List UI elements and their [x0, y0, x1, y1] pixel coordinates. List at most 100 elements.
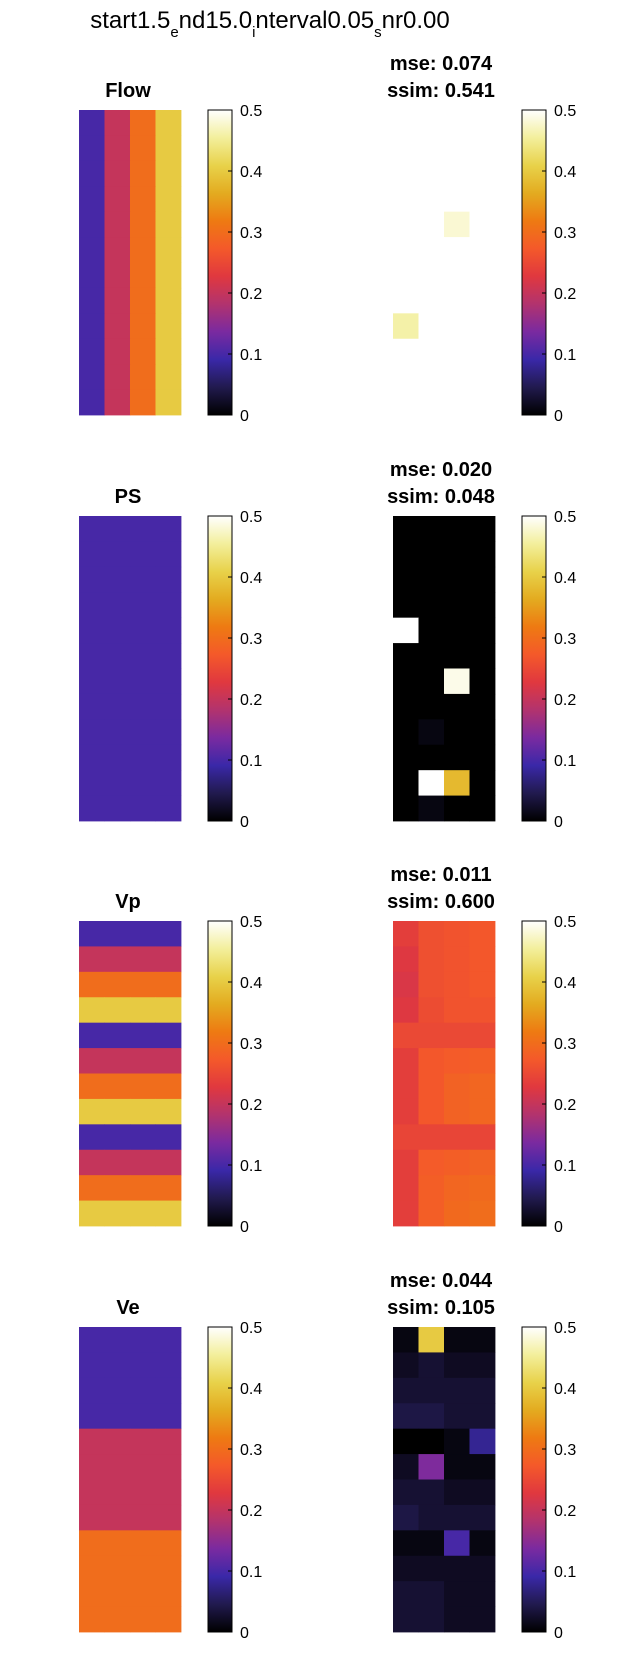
- heatmap-cell: [444, 1581, 470, 1607]
- heatmap-cell: [469, 1479, 496, 1506]
- heatmap-cell: [469, 668, 496, 695]
- heatmap-cell: [130, 364, 156, 390]
- heatmap-cell: [155, 1352, 182, 1379]
- heatmap-cell: [79, 1377, 105, 1404]
- colorbar-gradient: [521, 515, 547, 822]
- heatmap-cell: [393, 719, 419, 746]
- colorbar-tick-label: 0.2: [554, 1097, 576, 1114]
- heatmap-cell: [130, 1403, 156, 1430]
- heatmap-cell: [79, 617, 105, 644]
- heatmap-cell: [393, 1454, 419, 1480]
- heatmap-cell: [130, 921, 156, 947]
- heatmap-cell: [79, 1022, 105, 1049]
- heatmap-cell: [393, 946, 419, 973]
- heatmap-cell: [79, 643, 105, 669]
- colorbar-tick-label: 0.3: [240, 225, 262, 242]
- heatmap-cell: [104, 541, 131, 568]
- heatmap-cell: [104, 592, 131, 619]
- heatmap-cell: [104, 1048, 131, 1074]
- heatmap-cell: [418, 770, 445, 796]
- heatmap-cell: [155, 1377, 182, 1404]
- heatmap-cell: [155, 262, 182, 289]
- heatmap-cell: [393, 516, 419, 542]
- heatmap-cell: [469, 389, 496, 416]
- heatmap-cell: [104, 1149, 131, 1176]
- heatmap-cell: [130, 186, 156, 213]
- colorbar-tick-label: 0: [554, 1219, 563, 1236]
- heatmap-cell: [444, 744, 470, 771]
- colorbar-tick-label: 0: [240, 1219, 249, 1236]
- heatmap-cell: [155, 1606, 182, 1633]
- heatmap-cell: [155, 110, 182, 136]
- heatmap-cell: [444, 693, 470, 720]
- colorbar-tick-label: 0.4: [240, 164, 262, 181]
- colorbar-gradient: [521, 109, 547, 416]
- heatmap-cell: [79, 668, 105, 695]
- colorbar-tick-label: 0: [554, 408, 563, 425]
- heatmap-cell: [104, 668, 131, 695]
- figure-title: start1.5end15.0interval0.05snr0.00: [90, 7, 449, 41]
- heatmap-cell: [130, 338, 156, 365]
- heatmap-cell: [104, 795, 131, 822]
- heatmap-cell: [104, 719, 131, 746]
- heatmap-cell: [79, 1428, 105, 1455]
- heatmap-cell: [469, 364, 496, 390]
- heatmap-cell: [444, 262, 470, 289]
- heatmap-cell: [418, 364, 445, 390]
- colorbar-tick-label: 0.2: [554, 1503, 576, 1520]
- heatmap-cell: [418, 946, 445, 973]
- heatmap-cell: [130, 1022, 156, 1049]
- heatmap-cell: [444, 1403, 470, 1430]
- heatmap-cell: [130, 1200, 156, 1227]
- colorbar-tick-label: 0.1: [554, 1564, 576, 1581]
- heatmap-cell: [104, 997, 131, 1024]
- heatmap-cell: [418, 186, 445, 213]
- heatmap-cell: [104, 921, 131, 947]
- heatmap-cell: [130, 668, 156, 695]
- heatmap-cell: [130, 1504, 156, 1531]
- heatmap-cell: [104, 135, 131, 162]
- heatmap-cell: [469, 1048, 496, 1074]
- heatmap-cell: [418, 1581, 445, 1607]
- heatmap-cell: [104, 1530, 131, 1557]
- heatmap-cell: [444, 1098, 470, 1125]
- panel-ssim-vp: ssim: 0.600: [387, 891, 495, 913]
- heatmap-cell: [393, 1149, 419, 1176]
- heatmap-cell: [469, 971, 496, 998]
- heatmap-cell: [130, 1073, 156, 1100]
- heatmap-cell: [79, 389, 105, 416]
- heatmap-cell: [393, 1073, 419, 1100]
- heatmap-cell: [469, 516, 496, 542]
- heatmap-cell: [444, 795, 470, 822]
- heatmap-cell: [155, 160, 182, 187]
- colorbar-tick-label: 0.4: [240, 975, 262, 992]
- colorbar-tick-label: 0.1: [554, 1158, 576, 1175]
- heatmap-cell: [393, 744, 419, 771]
- heatmap-cell: [444, 668, 470, 695]
- heatmap-cell: [104, 744, 131, 771]
- heatmap-cell: [444, 1352, 470, 1379]
- heatmap-cell: [155, 1149, 182, 1176]
- heatmap-cell: [130, 237, 156, 263]
- heatmap-cell: [104, 1555, 131, 1582]
- colorbar-tick-label: 0.5: [240, 509, 262, 526]
- heatmap-cell: [469, 1124, 496, 1151]
- colorbar-truth-flow: 0 0.1 0.2 0.3 0.4 0.5: [207, 103, 262, 425]
- heatmap-cell: [418, 1479, 445, 1506]
- heatmap-cell: [104, 693, 131, 720]
- heatmap-cell: [79, 211, 105, 238]
- heatmap-cell: [469, 211, 496, 238]
- heatmap-cell: [130, 1428, 156, 1455]
- heatmap-cell: [469, 1098, 496, 1125]
- heatmap-cell: [155, 1479, 182, 1506]
- heatmap-cell: [418, 541, 445, 568]
- heatmap-cell: [393, 1175, 419, 1201]
- colorbar-tick-label: 0.5: [554, 103, 576, 120]
- heatmap-cell: [418, 1555, 445, 1582]
- colorbar-truth-ve: 0 0.1 0.2 0.3 0.4 0.5: [207, 1320, 262, 1642]
- title-subscript: s: [374, 24, 382, 41]
- colorbar-tick-label: 0.5: [240, 1320, 262, 1337]
- heatmap-cell: [418, 592, 445, 619]
- heatmap-cell: [444, 1530, 470, 1557]
- heatmap-cell: [130, 795, 156, 822]
